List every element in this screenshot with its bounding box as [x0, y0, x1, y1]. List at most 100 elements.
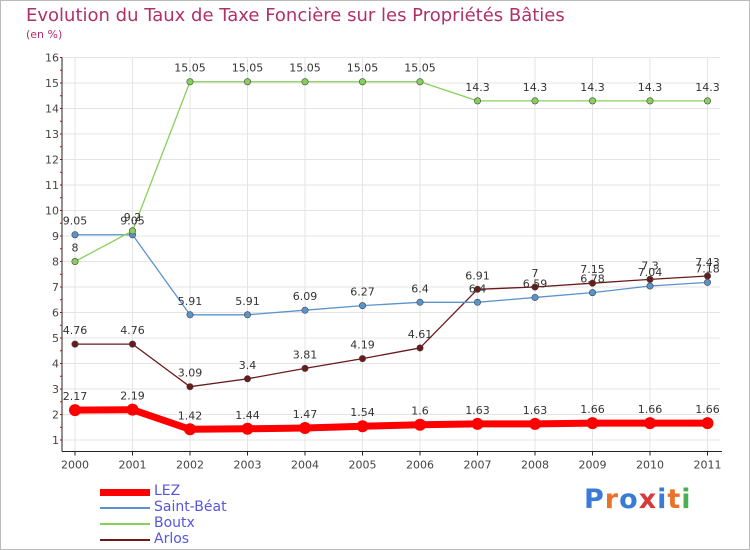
point-lez-2007: [471, 417, 484, 430]
data-label-arlos-2005: 4.19: [350, 339, 375, 352]
point-boutx-2011: [703, 97, 711, 105]
legend-label: Saint-Béat: [154, 499, 227, 515]
point-saint-b-at-2004: [301, 306, 309, 314]
y-tick-label-6: 6: [52, 307, 59, 320]
data-label-saint-b-at-2004: 6.09: [293, 290, 318, 303]
data-label-saint-b-at-2002: 5.91: [178, 295, 203, 308]
data-label-lez-2008: 1.63: [523, 404, 548, 417]
point-arlos-2001: [129, 340, 137, 348]
y-tick-label-11: 11: [45, 179, 59, 192]
data-label-saint-b-at-2001: 9.05: [120, 215, 145, 228]
data-label-arlos-2007: 6.91: [465, 269, 490, 282]
logo-letter: i: [657, 484, 668, 515]
y-tick-label-1: 1: [52, 434, 59, 447]
point-saint-b-at-2005: [358, 302, 366, 310]
series-line-arlos: [75, 275, 708, 388]
point-arlos-2004: [301, 364, 309, 372]
series-line-lez: [74, 406, 708, 433]
data-label-boutx-2009: 14.3: [580, 81, 605, 94]
x-tick-label-2001: 2001: [119, 458, 147, 471]
point-boutx-2009: [588, 97, 596, 105]
data-label-arlos-2003: 3.4: [239, 359, 257, 372]
point-boutx-2001: [129, 227, 137, 235]
point-boutx-2005: [358, 78, 366, 86]
data-label-boutx-2006: 15.05: [404, 62, 436, 75]
point-lez-2003: [241, 422, 254, 435]
legend-item-lez: LEZ: [100, 483, 320, 500]
legend-item-saint-b-at: Saint-Béat: [100, 499, 320, 516]
data-label-lez-2000: 2.17: [63, 390, 88, 403]
point-saint-b-at-2002: [186, 311, 194, 319]
data-label-lez-2006: 1.6: [411, 405, 429, 418]
data-label-saint-b-at-2003: 5.91: [235, 295, 260, 308]
x-tick-label-2010: 2010: [636, 458, 664, 471]
data-label-saint-b-at-2009: 6.78: [580, 273, 605, 286]
data-label-lez-2010: 1.66: [638, 403, 663, 416]
point-saint-b-at-2007: [473, 298, 481, 306]
point-arlos-2008: [531, 283, 539, 291]
point-saint-b-at-2003: [244, 311, 252, 319]
point-saint-b-at-2006: [416, 298, 424, 306]
logo-letter: P: [584, 484, 605, 515]
chart-title: Evolution du Taux de Taxe Foncière sur l…: [26, 5, 565, 26]
data-label-saint-b-at-2011: 7.18: [695, 262, 720, 275]
legend-swatch: [100, 539, 150, 541]
gridlines: [62, 57, 720, 452]
series-line-saint-b-at: [75, 234, 708, 316]
y-tick-label-8: 8: [52, 256, 59, 269]
data-label-boutx-2001: 9.2: [124, 211, 142, 224]
data-label-arlos-2001: 4.76: [120, 324, 145, 337]
y-tick-label-16: 16: [45, 52, 59, 65]
point-arlos-2007: [473, 285, 481, 293]
legend-label: Arlos: [154, 531, 190, 547]
data-label-boutx-2004: 15.05: [289, 62, 321, 75]
data-label-saint-b-at-2000: 9.05: [63, 215, 88, 228]
data-label-lez-2002: 1.42: [178, 409, 203, 422]
x-tick-label-2000: 2000: [61, 458, 89, 471]
y-tick-label-10: 10: [45, 205, 59, 218]
point-saint-b-at-2011: [703, 278, 711, 286]
point-lez-2011: [701, 417, 714, 430]
y-tick-label-5: 5: [52, 332, 59, 345]
y-tick-label-3: 3: [52, 383, 59, 396]
data-label-arlos-2011: 7.43: [695, 256, 720, 269]
logo-letter: i: [681, 484, 692, 515]
point-boutx-2010: [646, 97, 654, 105]
legend-item-arlos: Arlos: [100, 531, 320, 548]
point-saint-b-at-2008: [531, 293, 539, 301]
data-label-boutx-2008: 14.3: [523, 81, 548, 94]
data-label-lez-2003: 1.44: [235, 409, 260, 422]
point-lez-2008: [529, 417, 541, 430]
proxiti-logo: Proxiti: [584, 484, 692, 515]
data-label-lez-2007: 1.63: [465, 404, 490, 417]
data-label-boutx-2005: 15.05: [347, 62, 379, 75]
data-label-lez-2004: 1.47: [293, 408, 318, 421]
point-boutx-2006: [416, 78, 424, 86]
data-label-arlos-2008: 7: [532, 267, 539, 280]
data-label-boutx-2000: 8: [72, 242, 79, 255]
point-boutx-2004: [301, 78, 309, 86]
data-label-lez-2001: 2.19: [120, 390, 145, 403]
y-tick-label-15: 15: [45, 77, 59, 90]
point-lez-2010: [644, 417, 656, 430]
point-arlos-2005: [358, 355, 366, 363]
legend-label: Boutx: [154, 515, 195, 531]
legend-label: LEZ: [154, 483, 181, 499]
data-label-boutx-2002: 15.05: [174, 62, 206, 75]
point-lez-2001: [126, 403, 139, 416]
x-tick-label-2002: 2002: [176, 458, 204, 471]
data-label-arlos-2004: 3.81: [293, 348, 318, 361]
y-tick-label-14: 14: [45, 103, 59, 116]
data-label-saint-b-at-2008: 6.59: [523, 277, 548, 290]
logo-letter: x: [638, 484, 658, 515]
data-label-boutx-2003: 15.05: [232, 62, 264, 75]
series-group: [69, 78, 714, 436]
x-tick-label-2008: 2008: [521, 458, 549, 471]
y-tick-label-4: 4: [52, 358, 59, 371]
data-label-boutx-2010: 14.3: [638, 81, 663, 94]
point-boutx-2000: [71, 257, 79, 265]
data-label-arlos-2002: 3.09: [178, 367, 203, 380]
